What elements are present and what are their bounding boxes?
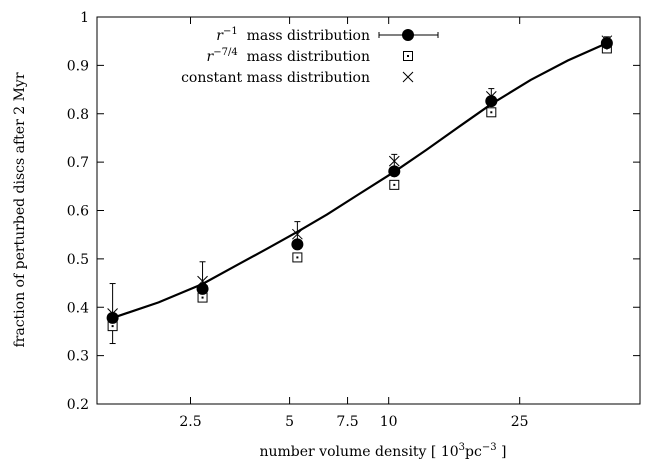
circle-marker — [600, 37, 613, 50]
x-tick-label: 10 — [380, 414, 398, 430]
y-axis-label: fraction of perturbed discs after 2 Myr — [12, 72, 28, 347]
y-tick-label: 0.6 — [67, 204, 89, 220]
legend-label-sup: −7/4 — [213, 47, 237, 58]
ticks: 0.2 0.3 0.4 0.5 0.6 0.7 0.8 0.9 1 2.5 5 7.5 10 25 — [67, 10, 640, 430]
y-tick-label: 0.5 — [67, 252, 89, 268]
x-axis-label-post: ] — [497, 444, 507, 460]
x-tick-label: 7.5 — [336, 414, 358, 430]
legend-circle-marker — [402, 29, 414, 41]
square-marker-dot — [296, 256, 299, 259]
x-tick-label: 5 — [285, 414, 294, 430]
y-tick-label: 1 — [80, 10, 89, 26]
data-marks — [106, 35, 613, 345]
legend-label: r−1 mass distribution — [216, 26, 370, 44]
legend-label: r−7/4 mass distribution — [207, 47, 370, 65]
x-axis-label-pre: number volume density [ 10 — [259, 444, 458, 460]
cross-marker — [388, 155, 400, 167]
y-tick-label: 0.9 — [67, 58, 89, 74]
fit-curve-layer — [112, 42, 608, 319]
x-axis-label-mid: pc — [465, 444, 482, 460]
y-tick-label: 0.3 — [67, 349, 89, 365]
x-tick-label: 25 — [511, 414, 529, 430]
square-marker-dot — [111, 325, 114, 328]
legend-label-rest: mass distribution — [238, 49, 370, 65]
legend-label-rest: mass distribution — [238, 28, 370, 44]
x-axis-label: number volume density [ 103pc−3 ] — [259, 442, 506, 460]
fit-curve — [112, 42, 608, 319]
legend-label-sup: −1 — [223, 26, 238, 37]
y-tick-label: 0.4 — [67, 300, 89, 316]
cross-marker — [292, 228, 303, 240]
circle-marker — [291, 238, 304, 251]
legend-label-base: constant mass distribution — [181, 70, 370, 86]
circle-marker — [485, 95, 498, 108]
y-tick-label: 0.8 — [67, 107, 89, 123]
square-marker-dot — [201, 296, 204, 299]
square-marker-dot — [490, 111, 493, 114]
circle-marker — [106, 311, 119, 324]
legend-label-base: r — [216, 28, 224, 44]
square-marker-dot — [393, 183, 396, 186]
x-axis-label-sup1: 3 — [459, 442, 465, 453]
y-tick-label: 0.2 — [67, 397, 89, 413]
x-axis-label-sup2: −3 — [482, 442, 497, 453]
legend-square-dot — [407, 55, 409, 57]
circle-marker — [388, 165, 401, 178]
y-tick-label: 0.7 — [67, 155, 89, 171]
x-tick-label: 2.5 — [179, 414, 201, 430]
legend-label-base: r — [207, 49, 215, 65]
legend-label: constant mass distribution — [181, 70, 370, 86]
legend-cross-marker — [402, 71, 414, 83]
circle-marker — [196, 282, 209, 295]
